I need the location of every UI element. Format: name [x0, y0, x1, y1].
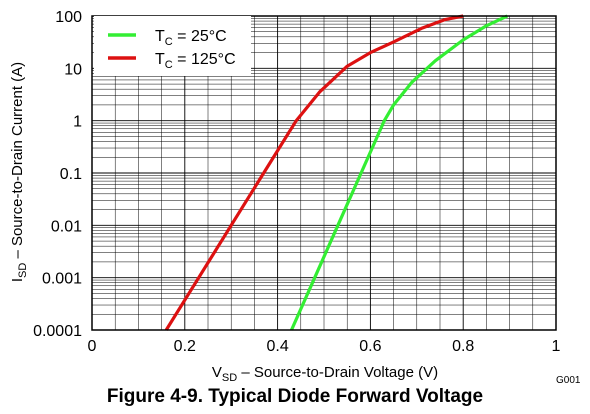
chart-svg: 0 0.2 0.4 0.6 0.8 1 0.0001 0.001 0.01 0.1 1 10 100 V…: [9, 9, 581, 385]
y-tick-label: 1: [73, 114, 82, 131]
plot-frame: [91, 15, 557, 331]
y-tick-label: 0.001: [42, 271, 82, 288]
series-line-0: [290, 14, 508, 331]
y-tick-label: 0.01: [51, 218, 82, 235]
legend-label-125c: TC = 125°C: [155, 51, 236, 71]
x-axis-title: VSD – Source-to-Drain Voltage (V): [212, 364, 438, 384]
y-axis-title: ISD – Source-to-Drain Current (A): [9, 62, 29, 282]
series-line-1: [164, 14, 464, 331]
y-tick-label: 0.1: [60, 166, 82, 183]
y-tick-label: 100: [55, 9, 82, 26]
legend-label-25c: TC = 25°C: [155, 28, 227, 48]
y-tick-label: 0.0001: [33, 323, 82, 340]
legend: TC = 25°C TC = 125°C: [94, 16, 251, 76]
x-tick-label: 0: [88, 338, 97, 355]
tick-labels: 0 0.2 0.4 0.6 0.8 1 0.0001 0.001 0.01 0.1 1 10 100: [33, 9, 560, 355]
series-layer: [164, 14, 508, 331]
y-tick-label: 10: [64, 61, 82, 78]
x-tick-label: 0.4: [266, 338, 288, 355]
figure-caption: Figure 4-9. Typical Diode Forward Voltag…: [106, 386, 484, 407]
legend-box: [94, 16, 251, 76]
x-tick-label: 0.2: [174, 338, 196, 355]
figure-code: G001: [556, 375, 581, 385]
x-tick-label: 0.6: [359, 338, 381, 355]
x-tick-label: 1: [552, 338, 561, 355]
x-tick-label: 0.8: [452, 338, 474, 355]
